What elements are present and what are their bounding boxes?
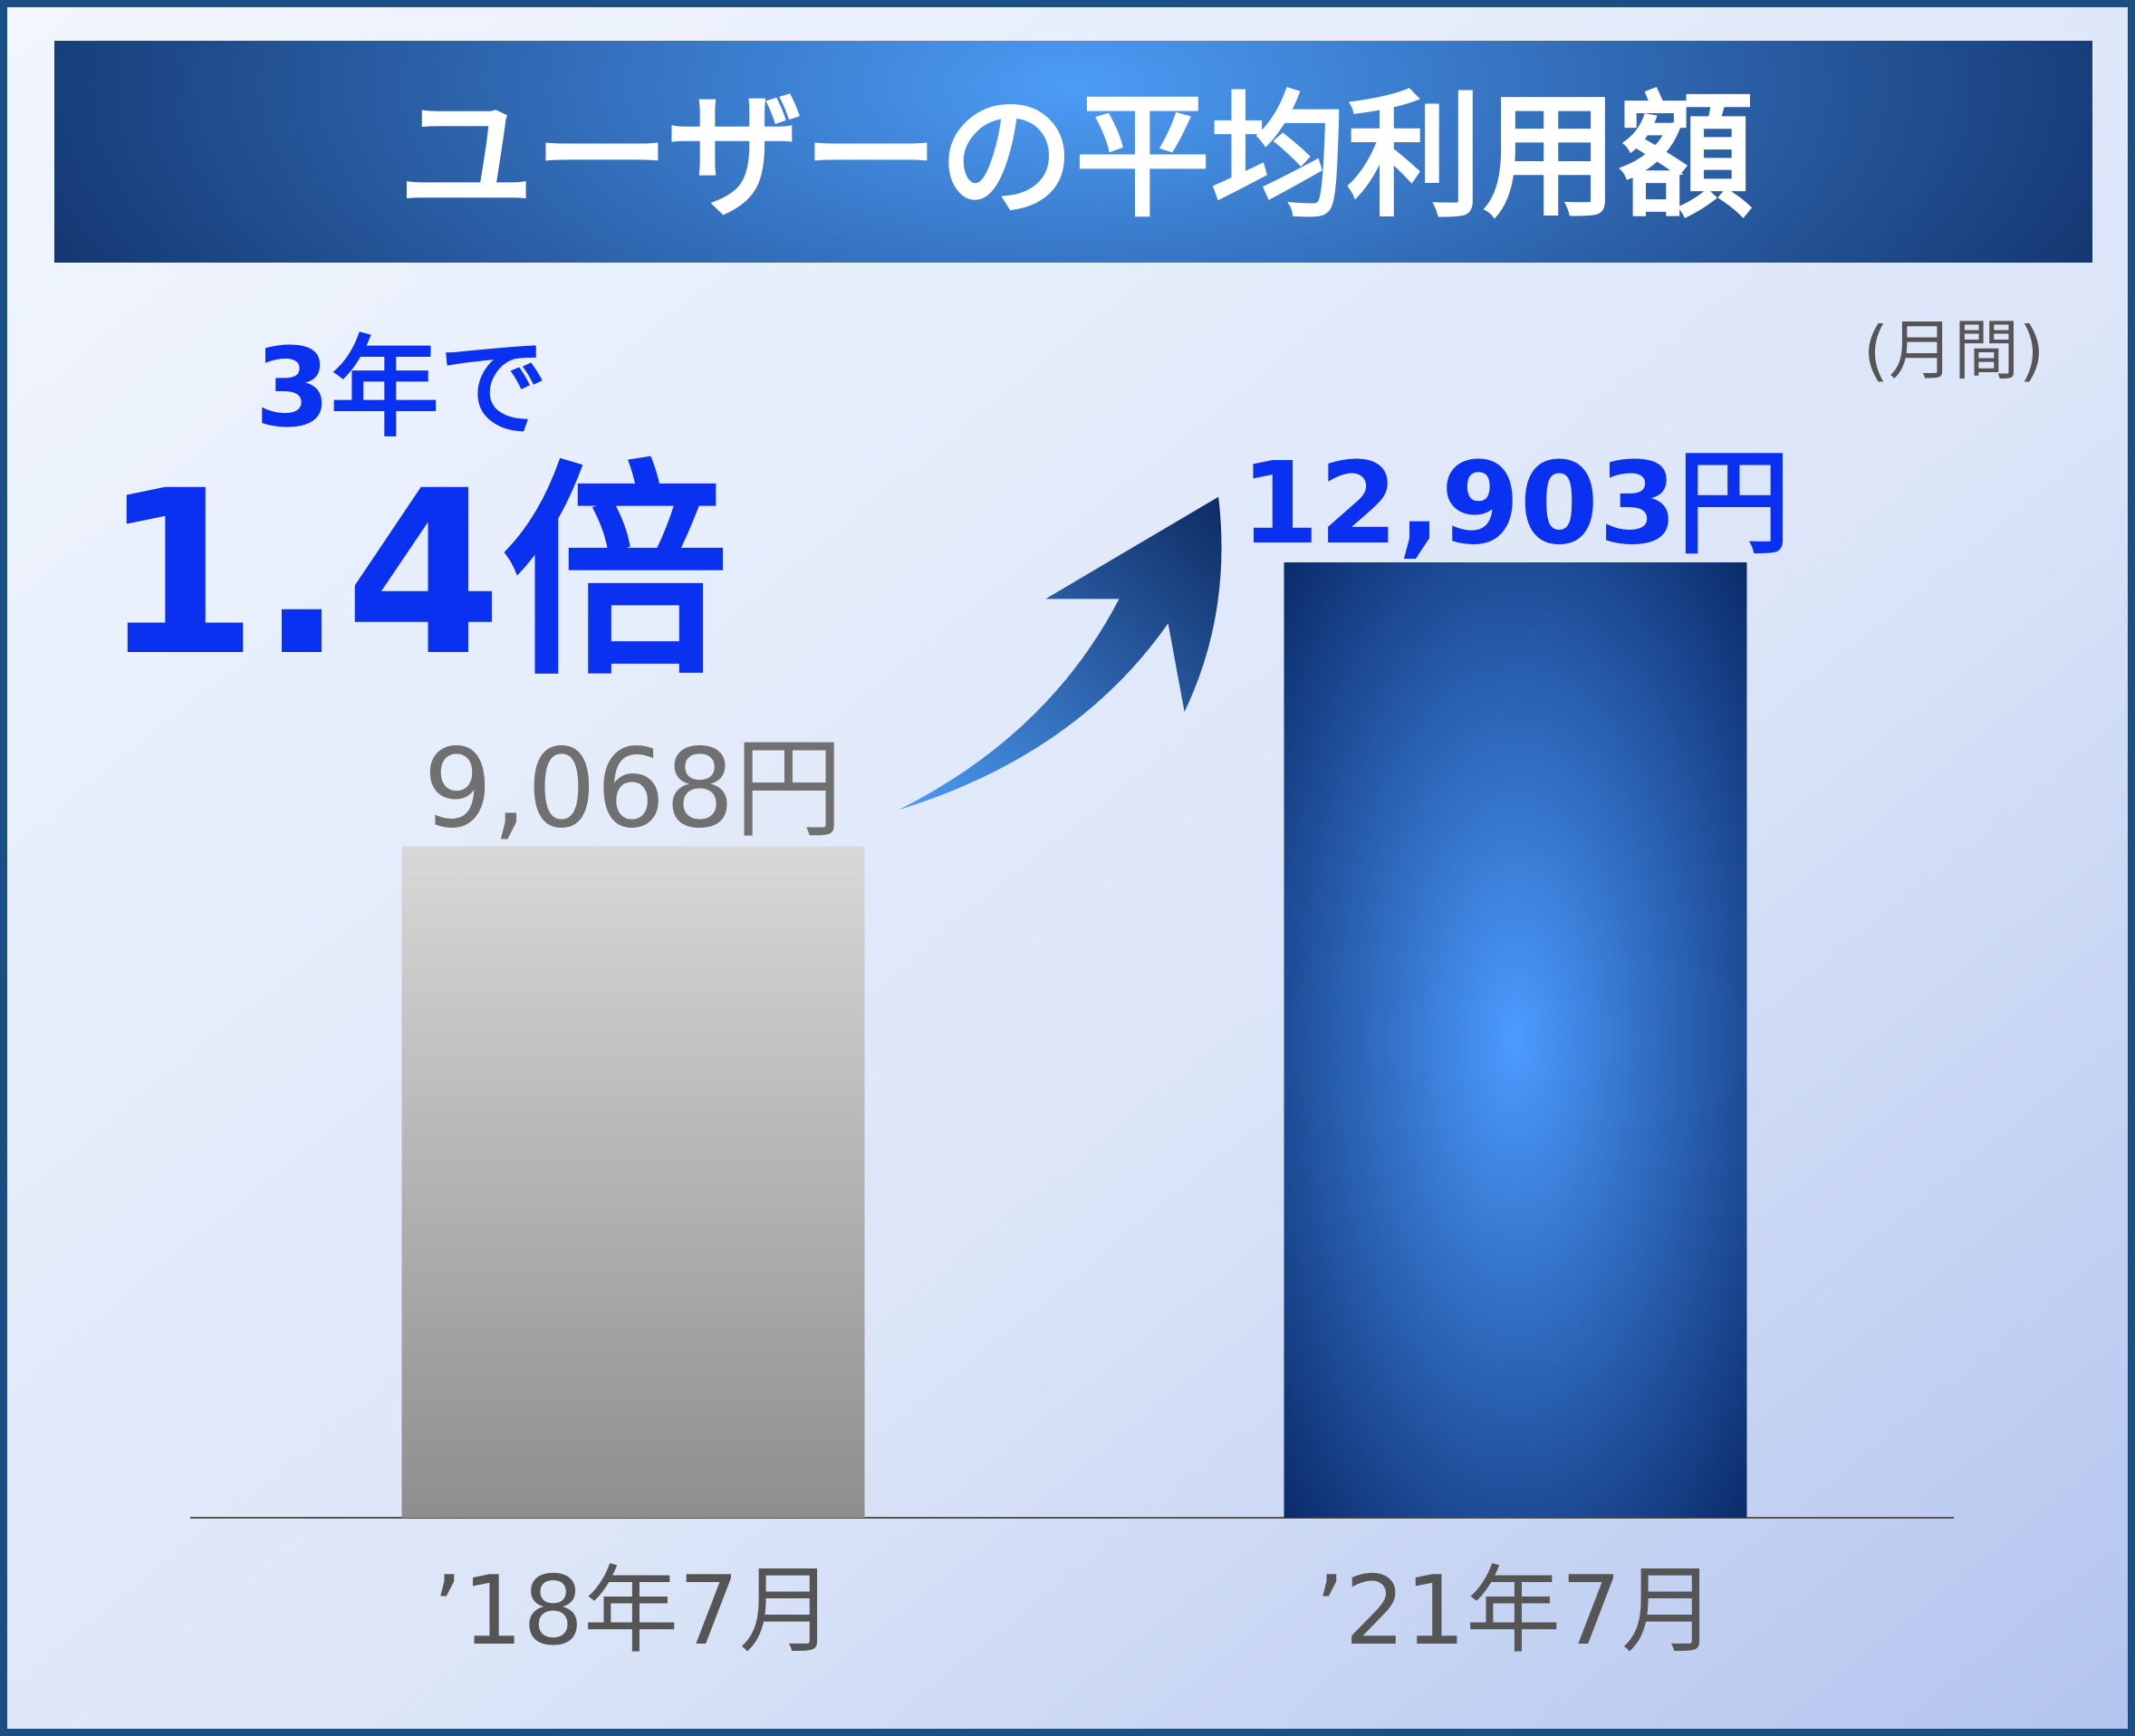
x-tick-label: ’21年7月 bbox=[1314, 1556, 1717, 1666]
background bbox=[7, 7, 2128, 1729]
value-label: 12,903円 bbox=[1240, 438, 1790, 570]
title-banner bbox=[54, 41, 2092, 263]
bar bbox=[1284, 562, 1747, 1518]
annotation: 1.4倍 bbox=[101, 442, 729, 705]
bar bbox=[401, 846, 865, 1518]
chart-title: ユーザーの平均利用額 bbox=[398, 79, 1754, 236]
note: (月間) bbox=[1863, 312, 2044, 388]
arrow bbox=[898, 496, 1222, 810]
x-tick-label: ’18年7月 bbox=[432, 1556, 834, 1666]
value-label: 9,068円 bbox=[423, 727, 843, 853]
annotation: 3年で bbox=[255, 326, 548, 452]
